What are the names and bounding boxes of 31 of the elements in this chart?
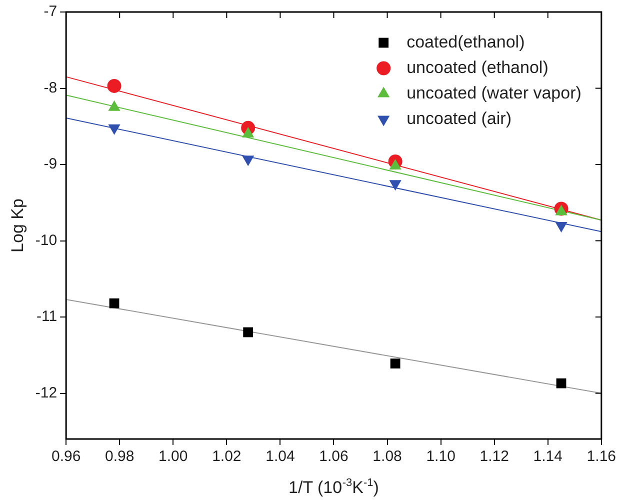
y-tick-label: -11 <box>36 308 58 326</box>
point <box>556 378 566 388</box>
x-tick-label: 1.02 <box>212 448 242 466</box>
x-tick-label: 1.10 <box>426 448 456 466</box>
y-tick-label: -8 <box>44 79 58 96</box>
x-tick-label: 1.08 <box>372 448 402 466</box>
point <box>108 100 120 111</box>
point <box>389 159 402 170</box>
x-tick-label: 1.04 <box>266 448 295 466</box>
point <box>107 78 122 93</box>
point <box>243 327 254 338</box>
y-tick-label: -7 <box>44 3 58 20</box>
x-tick-label: 1.06 <box>319 448 348 466</box>
point <box>109 298 120 308</box>
x-tick-label: 1.16 <box>586 448 616 466</box>
legend-label: uncoated (air) <box>406 108 512 128</box>
legend-label: uncoated (water vapor) <box>406 83 582 102</box>
y-tick-label: -9 <box>44 156 58 173</box>
point <box>555 204 568 216</box>
point <box>390 358 400 368</box>
y-tick-label: -10 <box>35 232 58 249</box>
point <box>242 127 254 138</box>
legend-label: coated(ethanol) <box>406 32 525 52</box>
x-tick-label: 0.96 <box>51 448 81 466</box>
legend-label: uncoated (ethanol) <box>406 58 548 77</box>
y-tick-label: -12 <box>35 384 58 402</box>
x-tick-label: 1.00 <box>158 448 188 466</box>
x-tick-label: 1.14 <box>533 448 562 466</box>
x-tick-label: 1.12 <box>480 448 509 466</box>
y-axis-title: Log Kp <box>8 198 27 252</box>
x-tick-label: 0.98 <box>105 448 134 466</box>
